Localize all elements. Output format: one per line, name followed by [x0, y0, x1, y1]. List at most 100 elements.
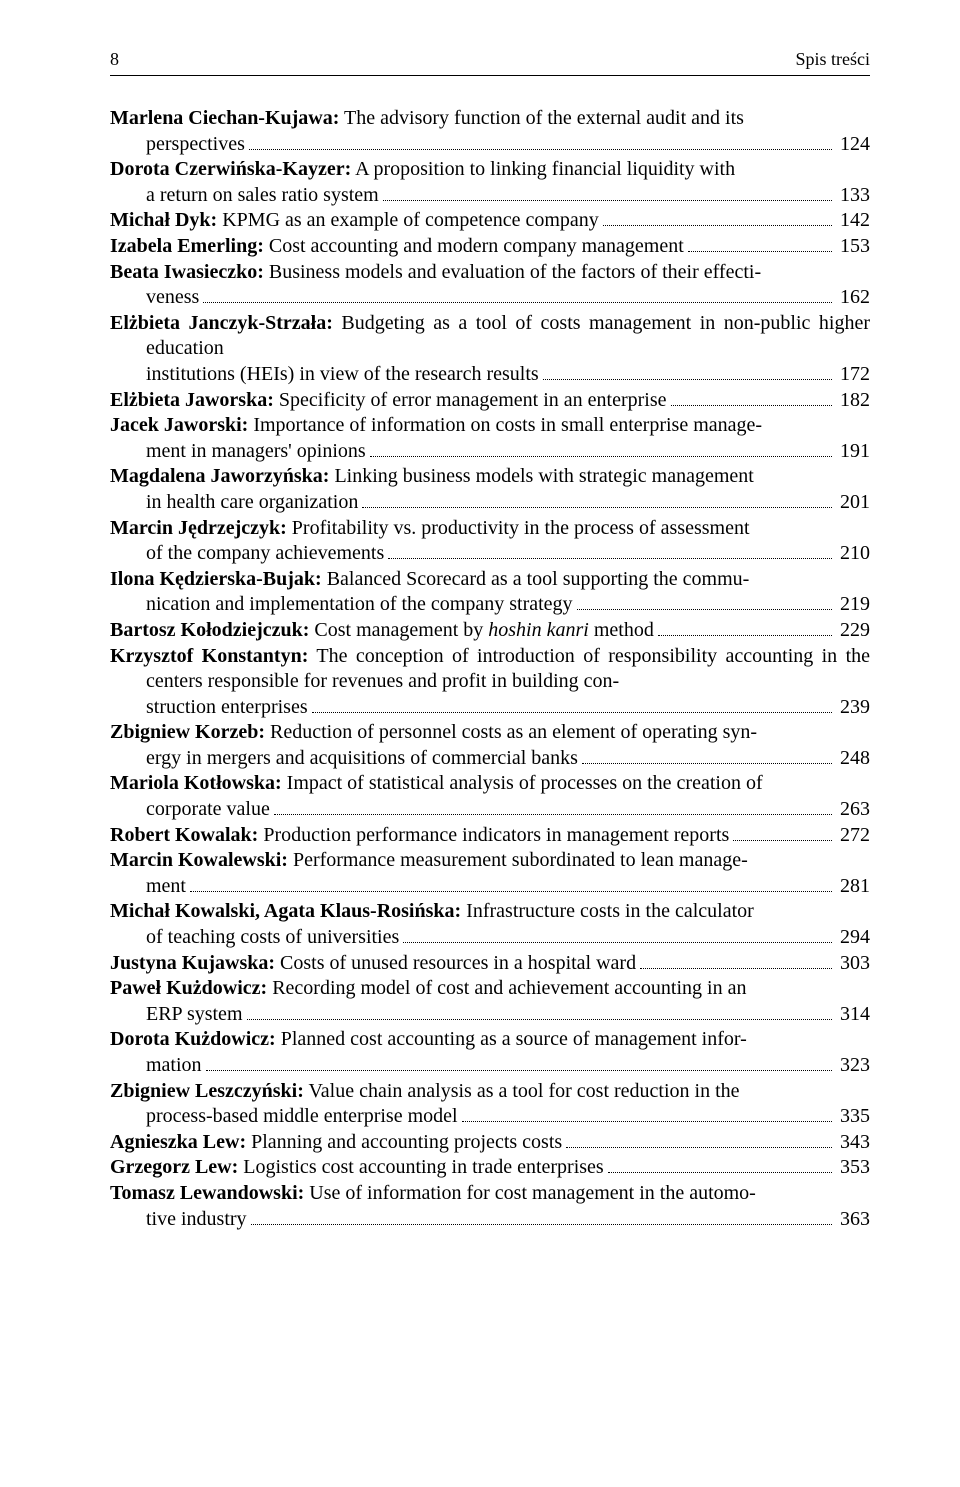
- entry-author: Michał Kowalski, Agata Klaus-Rosińska:: [110, 900, 461, 922]
- toc-entry: Grzegorz Lew: Logistics cost accounting …: [110, 1155, 870, 1181]
- entry-title-body: Planned cost accounting as a source of m…: [276, 1028, 747, 1050]
- entry-title-tail: corporate value: [146, 797, 270, 823]
- entry-title-body: Performance measurement subordinated to …: [288, 849, 748, 871]
- entry-page: 229: [836, 618, 870, 644]
- entry-last-line: ment281: [110, 874, 870, 900]
- toc-entry: Izabela Emerling: Cost accounting and mo…: [110, 234, 870, 260]
- entry-author: Agnieszka Lew:: [110, 1131, 246, 1153]
- dot-leader: [688, 235, 832, 252]
- toc-line: Michał Dyk: KPMG as an example of compet…: [110, 208, 870, 234]
- entry-page: 294: [836, 925, 870, 951]
- toc-entry: Magdalena Jaworzyńska: Linking business …: [110, 464, 870, 515]
- entry-title-post: method: [589, 619, 654, 641]
- toc-entry: Beata Iwasieczko: Business models and ev…: [110, 260, 870, 311]
- entry-title: Costs of unused resources in a hospital …: [275, 952, 636, 974]
- entry-text: Justyna Kujawska: Costs of unused resour…: [110, 951, 636, 977]
- dot-leader: [370, 440, 832, 457]
- entry-author: Ilona Kędzierska-Bujak:: [110, 568, 322, 590]
- entry-author: Zbigniew Korzeb:: [110, 721, 265, 743]
- toc-entry: Ilona Kędzierska-Bujak: Balanced Scoreca…: [110, 567, 870, 618]
- dot-leader: [362, 491, 832, 508]
- entry-author: Izabela Emerling:: [110, 235, 264, 257]
- entry-title-tail: nication and implementation of the compa…: [146, 592, 573, 618]
- toc-entry: Justyna Kujawska: Costs of unused resour…: [110, 951, 870, 977]
- entry-page: 363: [836, 1207, 870, 1233]
- entry-author: Beata Iwasieczko:: [110, 261, 264, 283]
- entry-last-line: tive industry363: [110, 1207, 870, 1233]
- entry-body: Ilona Kędzierska-Bujak: Balanced Scoreca…: [110, 567, 870, 593]
- entry-page: 272: [836, 823, 870, 849]
- entry-body: Krzysztof Konstantyn: The conception of …: [110, 644, 870, 695]
- entry-last-line: of the company achievements210: [110, 541, 870, 567]
- entry-body: Mariola Kotłowska: Impact of statistical…: [110, 771, 870, 797]
- entry-author: Bartosz Kołodziejczuk:: [110, 619, 309, 641]
- dot-leader: [566, 1131, 832, 1148]
- entry-text: Grzegorz Lew: Logistics cost accounting …: [110, 1155, 604, 1181]
- entry-text: Bartosz Kołodziejczuk: Cost management b…: [110, 618, 654, 644]
- entry-author: Marcin Kowalewski:: [110, 849, 288, 871]
- table-of-contents: Marlena Ciechan-Kujawa: The advisory fun…: [110, 106, 870, 1232]
- entry-title-tail: mation: [146, 1053, 202, 1079]
- entry-page: 303: [836, 951, 870, 977]
- entry-title: Production performance indicators in man…: [258, 824, 729, 846]
- entry-page: 191: [836, 439, 870, 465]
- entry-title-body: Recording model of cost and achievement …: [267, 977, 746, 999]
- toc-entry: Jacek Jaworski: Importance of informatio…: [110, 413, 870, 464]
- toc-entry: Dorota Czerwińska-Kayzer: A proposition …: [110, 157, 870, 208]
- entry-title: Logistics cost accounting in trade enter…: [238, 1156, 603, 1178]
- entry-last-line: corporate value263: [110, 797, 870, 823]
- dot-leader: [671, 389, 832, 406]
- entry-last-line: veness162: [110, 285, 870, 311]
- dot-leader: [733, 824, 832, 841]
- entry-title-tail: perspectives: [146, 132, 245, 158]
- entry-page: 153: [836, 234, 870, 260]
- entry-title-body: The advisory function of the external au…: [339, 107, 744, 129]
- dot-leader: [203, 286, 832, 303]
- entry-page: 248: [836, 746, 870, 772]
- dot-leader: [383, 184, 832, 201]
- entry-page: 353: [836, 1155, 870, 1181]
- toc-entry: Agnieszka Lew: Planning and accounting p…: [110, 1130, 870, 1156]
- entry-page: 314: [836, 1002, 870, 1028]
- entry-page: 343: [836, 1130, 870, 1156]
- dot-leader: [608, 1156, 832, 1173]
- entry-author: Magdalena Jaworzyńska:: [110, 465, 329, 487]
- toc-line: Justyna Kujawska: Costs of unused resour…: [110, 951, 870, 977]
- toc-entry: Zbigniew Leszczyński: Value chain analys…: [110, 1079, 870, 1130]
- entry-page: 219: [836, 592, 870, 618]
- entry-body: Dorota Kużdowicz: Planned cost accountin…: [110, 1027, 870, 1053]
- entry-last-line: struction enterprises239: [110, 695, 870, 721]
- entry-title-body: Impact of statistical analysis of proces…: [282, 772, 763, 794]
- entry-page: 133: [836, 183, 870, 209]
- entry-title-tail: process-based middle enterprise model: [146, 1104, 458, 1130]
- entry-page: 142: [836, 208, 870, 234]
- toc-entry: Krzysztof Konstantyn: The conception of …: [110, 644, 870, 721]
- toc-entry: Dorota Kużdowicz: Planned cost accountin…: [110, 1027, 870, 1078]
- entry-title-tail: of the company achievements: [146, 541, 384, 567]
- entry-title-tail: ment: [146, 874, 186, 900]
- entry-title-pre: Cost management by: [309, 619, 488, 641]
- entry-title-body: Use of information for cost management i…: [304, 1182, 756, 1204]
- page-number: 8: [110, 48, 119, 71]
- toc-entry: Marlena Ciechan-Kujawa: The advisory fun…: [110, 106, 870, 157]
- entry-title: Planning and accounting projects costs: [246, 1131, 562, 1153]
- entry-body: Marcin Kowalewski: Performance measureme…: [110, 848, 870, 874]
- entry-title-body: Business models and evaluation of the fa…: [264, 261, 761, 283]
- dot-leader: [640, 952, 832, 969]
- entry-author: Elżbieta Janczyk-Strzała:: [110, 312, 333, 334]
- entry-author: Zbigniew Leszczyński:: [110, 1080, 304, 1102]
- entry-text: Elżbieta Jaworska: Specificity of error …: [110, 388, 667, 414]
- entry-title-italic: hoshin kanri: [488, 619, 589, 641]
- entry-body: Marlena Ciechan-Kujawa: The advisory fun…: [110, 106, 870, 132]
- entry-page: 182: [836, 388, 870, 414]
- dot-leader: [388, 542, 832, 559]
- entry-page: 201: [836, 490, 870, 516]
- dot-leader: [249, 133, 832, 150]
- entry-title-tail: a return on sales ratio system: [146, 183, 379, 209]
- toc-line: Izabela Emerling: Cost accounting and mo…: [110, 234, 870, 260]
- toc-line: Elżbieta Jaworska: Specificity of error …: [110, 388, 870, 414]
- entry-last-line: mation323: [110, 1053, 870, 1079]
- entry-author: Justyna Kujawska:: [110, 952, 275, 974]
- entry-title-tail: struction enterprises: [146, 695, 308, 721]
- entry-text: Robert Kowalak: Production performance i…: [110, 823, 729, 849]
